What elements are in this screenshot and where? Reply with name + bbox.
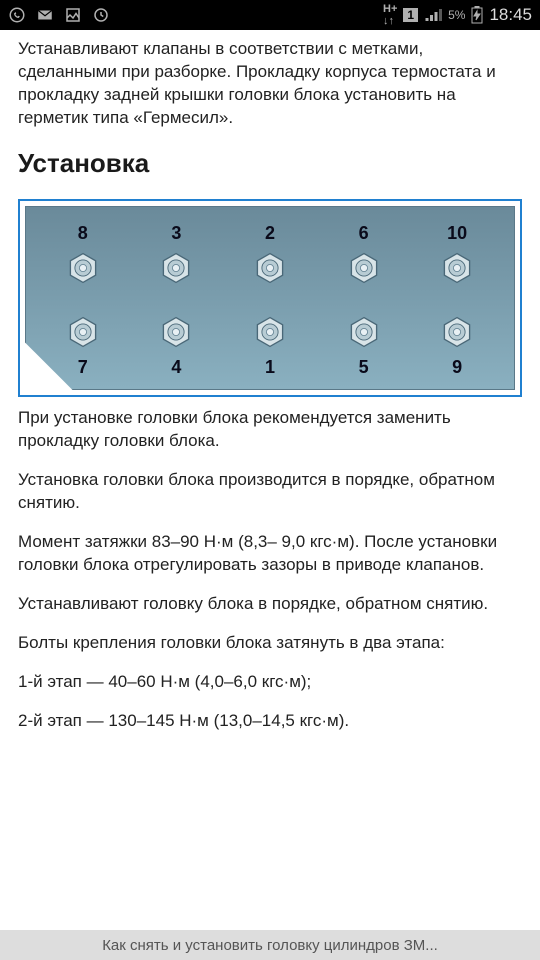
para-2: Установка головки блока производится в п… <box>18 469 522 515</box>
para-5: Болты крепления головки блока затянуть в… <box>18 632 522 655</box>
bolt-icon <box>439 314 475 350</box>
bolt-label: 9 <box>452 355 462 379</box>
bolt-item: 5 <box>334 314 394 379</box>
bolt-item: 2 <box>240 221 300 286</box>
tab-title: Как снять и установить головку цилиндров… <box>102 937 438 954</box>
mail-icon <box>36 6 54 24</box>
bolt-icon <box>252 250 288 286</box>
sync-icon <box>92 6 110 24</box>
bolt-label: 5 <box>359 355 369 379</box>
battery-icon <box>471 6 483 24</box>
bolt-icon <box>65 314 101 350</box>
bolt-icon <box>252 314 288 350</box>
bolt-icon <box>158 250 194 286</box>
section-heading: Установка <box>18 146 522 181</box>
bolt-label: 4 <box>171 355 181 379</box>
para-4: Устанавливают головку блока в порядке, о… <box>18 593 522 616</box>
sim-icon: 1 <box>403 8 418 22</box>
bolt-label: 3 <box>171 221 181 245</box>
bolt-icon <box>346 314 382 350</box>
bolt-icon <box>65 250 101 286</box>
bolt-row-bottom: 7 4 1 5 9 <box>36 314 504 379</box>
bolt-label: 2 <box>265 221 275 245</box>
bolt-item: 9 <box>427 314 487 379</box>
data-icon: H+↓↑ <box>383 3 397 27</box>
whatsapp-icon <box>8 6 26 24</box>
intro-text: Устанавливают клапаны в соответствии с м… <box>18 38 522 130</box>
bolt-item: 4 <box>146 314 206 379</box>
status-left <box>8 6 110 24</box>
bolt-row-top: 8 3 2 6 10 <box>36 221 504 286</box>
bolt-label: 7 <box>78 355 88 379</box>
status-bar: H+↓↑ 1 5% 18:45 <box>0 0 540 30</box>
bolt-label: 1 <box>265 355 275 379</box>
para-1: При установке головки блока рекомендуетс… <box>18 407 522 453</box>
battery-pct: 5% <box>448 8 465 22</box>
article-content[interactable]: Устанавливают клапаны в соответствии с м… <box>0 30 540 733</box>
bottom-tab-bar[interactable]: Как снять и установить головку цилиндров… <box>0 930 540 960</box>
bolt-item: 6 <box>334 221 394 286</box>
clock: 18:45 <box>489 5 532 25</box>
bolt-item: 8 <box>53 221 113 286</box>
bolt-item: 1 <box>240 314 300 379</box>
signal-icon <box>424 6 442 24</box>
para-6: 1-й этап — 40–60 Н·м (4,0–6,0 кгс·м); <box>18 671 522 694</box>
bolt-icon <box>439 250 475 286</box>
bolt-icon <box>346 250 382 286</box>
bolt-diagram-frame: 8 3 2 6 10 7 4 1 5 9 <box>18 199 522 398</box>
para-7: 2-й этап — 130–145 Н·м (13,0–14,5 кгс·м)… <box>18 710 522 733</box>
bolt-label: 10 <box>447 221 467 245</box>
bolt-item: 10 <box>427 221 487 286</box>
bolt-diagram: 8 3 2 6 10 7 4 1 5 9 <box>25 206 515 391</box>
image-icon <box>64 6 82 24</box>
bolt-item: 7 <box>53 314 113 379</box>
status-right: H+↓↑ 1 5% 18:45 <box>383 3 532 27</box>
para-3: Момент затяжки 83–90 Н·м (8,3– 9,0 кгс·м… <box>18 531 522 577</box>
bolt-icon <box>158 314 194 350</box>
bolt-label: 6 <box>359 221 369 245</box>
bolt-item: 3 <box>146 221 206 286</box>
bolt-label: 8 <box>78 221 88 245</box>
